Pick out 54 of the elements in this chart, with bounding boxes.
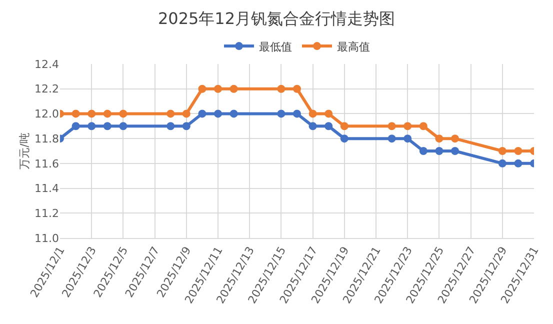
y-tick-label: 11.4 [34,182,59,196]
point [166,122,175,130]
point [119,122,128,130]
y-tick-label: 11.8 [34,132,59,146]
point [451,134,459,143]
point [293,110,301,118]
y-tick-label: 12.0 [34,108,59,121]
chart-title: 2025年12月钒氮合金行情走势图 [158,9,396,28]
point [324,122,333,130]
point [230,84,238,93]
point [498,147,506,155]
point [419,122,428,130]
point [182,122,190,130]
y-tick-label: 12.2 [34,82,59,96]
point [435,147,444,155]
point [293,84,301,93]
y-tick-label: 11.2 [34,206,59,220]
point [514,159,522,168]
point [166,110,175,118]
point [277,110,286,118]
point [451,147,459,155]
point [388,134,396,143]
point [340,134,348,143]
point [230,110,238,118]
point [88,122,96,130]
point [324,110,333,118]
point [198,84,206,93]
point [340,122,348,130]
point [498,159,506,168]
point [214,110,222,118]
legend-label: 最高值 [337,40,370,54]
point [103,110,112,118]
point [72,110,80,118]
point [182,110,190,118]
point [214,84,222,93]
y-tick-label: 12.4 [34,58,59,71]
y-tick-label: 11.0 [34,232,59,245]
y-tick-label: 11.6 [34,157,59,170]
point [388,122,396,130]
point [277,84,286,93]
y-axis-title: 万元/吨 [18,132,31,170]
point [119,110,128,118]
point [72,122,80,130]
legend-label: 最低值 [259,40,292,54]
point [308,122,317,130]
point [404,122,412,130]
point [404,134,412,143]
point [435,134,444,143]
point [308,110,317,118]
point [419,147,428,155]
point [198,110,206,118]
point [88,110,96,118]
point [514,147,522,155]
point [103,122,112,130]
